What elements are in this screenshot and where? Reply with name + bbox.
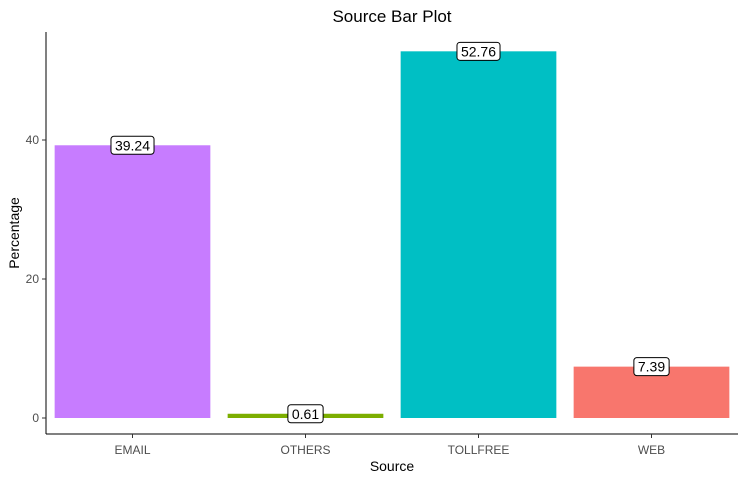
y-axis-title: Percentage bbox=[6, 197, 22, 269]
data-label-text: 0.61 bbox=[292, 406, 319, 422]
data-label-box bbox=[633, 357, 670, 377]
y-tick-label: 40 bbox=[26, 133, 40, 147]
y-tick-label: 20 bbox=[26, 272, 40, 286]
data-label-tollfree: 52.76 bbox=[456, 41, 501, 61]
data-label-box bbox=[110, 135, 155, 155]
data-label-box bbox=[456, 41, 501, 61]
x-tick-label: WEB bbox=[638, 443, 665, 457]
x-tick-label: OTHERS bbox=[280, 443, 330, 457]
plot-area: 0 20 40 EMAIL 39.24 OTHERS 0.61 TOLLFREE 52.76 WE… bbox=[26, 32, 738, 457]
data-label-text: 7.39 bbox=[638, 359, 665, 375]
bar-tollfree bbox=[400, 51, 557, 419]
data-label-text: 39.24 bbox=[115, 137, 150, 153]
data-label-email: 39.24 bbox=[110, 135, 155, 155]
y-tick-label: 0 bbox=[32, 411, 39, 425]
x-tick-label: TOLLFREE bbox=[448, 443, 510, 457]
data-label-web: 7.39 bbox=[633, 357, 670, 377]
x-axis-title: Source bbox=[370, 458, 415, 474]
bar-email bbox=[54, 145, 211, 419]
chart-title: Source Bar Plot bbox=[332, 7, 451, 26]
x-tick-label: EMAIL bbox=[114, 443, 150, 457]
data-label-text: 52.76 bbox=[461, 43, 496, 59]
data-label-box bbox=[287, 404, 324, 424]
data-label-others: 0.61 bbox=[287, 404, 324, 424]
